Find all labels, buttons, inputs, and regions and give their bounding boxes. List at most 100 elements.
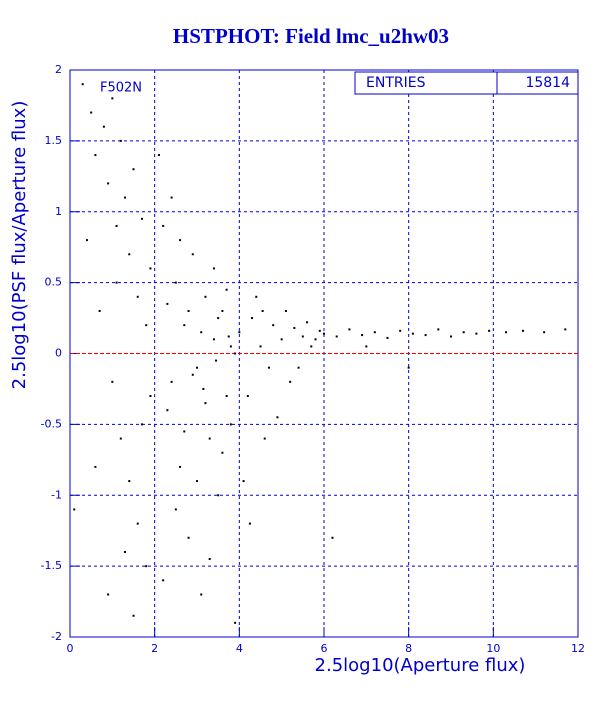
y-tick-label: 2 xyxy=(55,63,62,76)
point xyxy=(196,480,198,483)
point xyxy=(399,329,402,332)
point xyxy=(73,508,76,511)
point xyxy=(267,366,270,369)
chart-title: HSTPHOT: Field lmc_u2hw03 xyxy=(173,24,449,48)
point xyxy=(221,451,224,454)
point xyxy=(221,309,224,312)
point xyxy=(217,317,220,320)
point xyxy=(212,338,215,341)
y-tick-label: 0 xyxy=(55,347,62,360)
x-tick-label: 12 xyxy=(571,642,585,655)
point xyxy=(183,430,186,433)
annotation: F502N xyxy=(100,81,142,96)
point xyxy=(361,334,364,337)
point xyxy=(208,558,211,561)
x-tick-label: 4 xyxy=(236,642,243,655)
point xyxy=(187,536,190,539)
point xyxy=(318,329,321,332)
point xyxy=(107,593,110,596)
point xyxy=(187,309,190,312)
y-tick-label: -2 xyxy=(51,630,62,643)
x-axis-label: 2.5log10(Aperture flux) xyxy=(315,655,526,676)
point xyxy=(102,125,105,128)
point xyxy=(331,536,334,539)
point xyxy=(306,321,309,324)
point xyxy=(280,338,283,341)
point xyxy=(149,395,152,398)
point xyxy=(301,335,304,338)
point xyxy=(242,480,245,483)
point xyxy=(424,334,427,337)
point xyxy=(314,338,317,341)
point xyxy=(140,217,143,220)
point xyxy=(179,239,182,242)
point xyxy=(170,380,173,383)
point xyxy=(132,168,135,171)
point xyxy=(98,309,101,312)
y-tick-label: -0.5 xyxy=(41,417,62,430)
y-tick-label: 1 xyxy=(55,205,62,218)
point xyxy=(259,345,262,348)
point xyxy=(174,281,177,284)
point xyxy=(251,317,254,320)
point xyxy=(170,196,173,199)
point xyxy=(289,380,292,383)
point xyxy=(136,295,139,298)
point xyxy=(132,614,135,617)
point xyxy=(263,437,266,440)
point xyxy=(119,437,122,440)
point xyxy=(310,345,313,348)
point xyxy=(261,309,264,312)
point xyxy=(215,359,218,362)
point xyxy=(94,154,97,157)
point xyxy=(124,196,127,199)
point xyxy=(276,416,279,419)
point xyxy=(191,253,194,256)
point xyxy=(204,295,207,298)
point xyxy=(174,508,177,511)
x-tick-label: 2 xyxy=(151,642,158,655)
point xyxy=(238,331,241,334)
point xyxy=(229,345,232,348)
point xyxy=(407,366,410,369)
point xyxy=(85,239,88,242)
point xyxy=(217,494,220,497)
point xyxy=(124,550,127,553)
point xyxy=(183,324,186,327)
point xyxy=(437,328,440,331)
point xyxy=(111,97,114,100)
point xyxy=(200,593,203,596)
point xyxy=(284,309,287,312)
point xyxy=(234,621,237,624)
stats-value: 15814 xyxy=(525,75,570,91)
stats-box xyxy=(354,71,579,95)
point xyxy=(297,366,300,369)
point xyxy=(386,336,389,339)
point xyxy=(111,380,114,383)
point xyxy=(90,111,93,114)
point xyxy=(335,335,338,338)
point xyxy=(115,224,118,227)
point xyxy=(145,565,148,568)
point xyxy=(475,332,478,335)
point xyxy=(488,329,491,332)
point xyxy=(81,83,84,86)
point xyxy=(212,267,215,270)
point xyxy=(119,139,122,142)
point xyxy=(272,324,275,327)
point xyxy=(521,329,524,332)
point xyxy=(462,331,465,334)
point xyxy=(293,326,296,329)
point xyxy=(229,423,232,426)
point xyxy=(162,579,165,582)
y-tick-label: 1.5 xyxy=(45,134,63,147)
point xyxy=(411,332,414,335)
y-axis-label: 2.5log10(PSF flux/Aperture flux) xyxy=(9,101,30,390)
point xyxy=(145,324,148,327)
x-tick-label: 0 xyxy=(67,642,74,655)
point xyxy=(246,395,249,398)
point xyxy=(115,281,118,284)
point xyxy=(227,335,230,338)
point xyxy=(140,423,143,426)
